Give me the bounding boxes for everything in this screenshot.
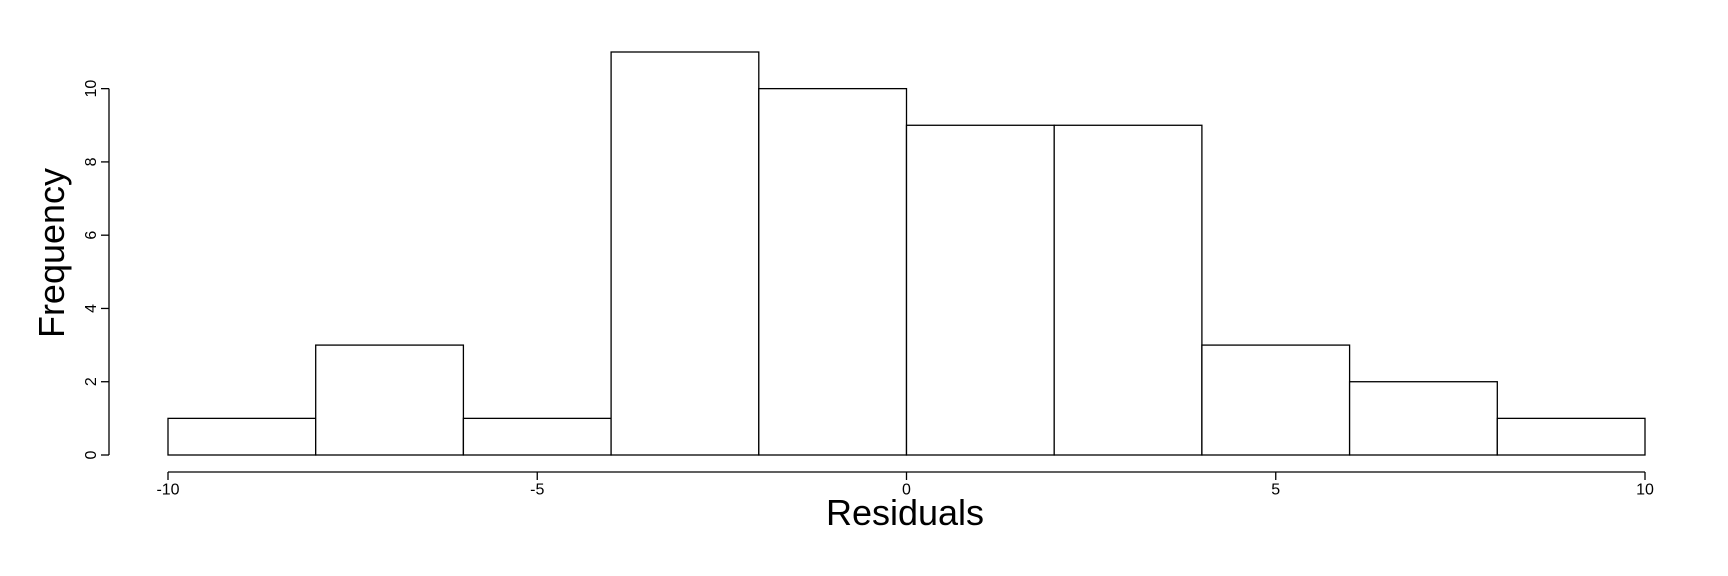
histogram-bar bbox=[1496, 417, 1646, 456]
x-tick-label: -10 bbox=[156, 481, 179, 498]
x-axis-title: Residuals bbox=[826, 492, 984, 533]
histogram-bar bbox=[1348, 381, 1498, 456]
x-tick-label: 5 bbox=[1271, 481, 1280, 498]
histogram-bar bbox=[462, 417, 612, 456]
histogram-bar bbox=[167, 417, 317, 456]
histogram-bar bbox=[1053, 124, 1203, 456]
x-axis: -10 -5 0 5 10 bbox=[156, 471, 1654, 498]
y-axis: 0 2 4 6 8 10 bbox=[83, 80, 110, 459]
y-tick-label: 0 bbox=[83, 450, 100, 459]
y-tick-label: 4 bbox=[83, 304, 100, 313]
histogram-bar bbox=[315, 344, 465, 456]
histogram-bar bbox=[1201, 344, 1351, 456]
bars-group bbox=[167, 51, 1646, 456]
histogram-bar bbox=[610, 51, 760, 456]
y-tick-label: 8 bbox=[83, 157, 100, 166]
x-tick-label: -5 bbox=[530, 481, 544, 498]
histogram-bar bbox=[758, 87, 908, 456]
x-tick-label: 0 bbox=[902, 481, 911, 498]
y-tick-label: 10 bbox=[83, 80, 100, 98]
y-tick-label: 2 bbox=[83, 377, 100, 386]
y-tick-label: 6 bbox=[83, 231, 100, 240]
x-tick-label: 10 bbox=[1636, 481, 1654, 498]
y-axis-title: Frequency bbox=[31, 168, 72, 338]
histogram-bar bbox=[905, 124, 1055, 456]
